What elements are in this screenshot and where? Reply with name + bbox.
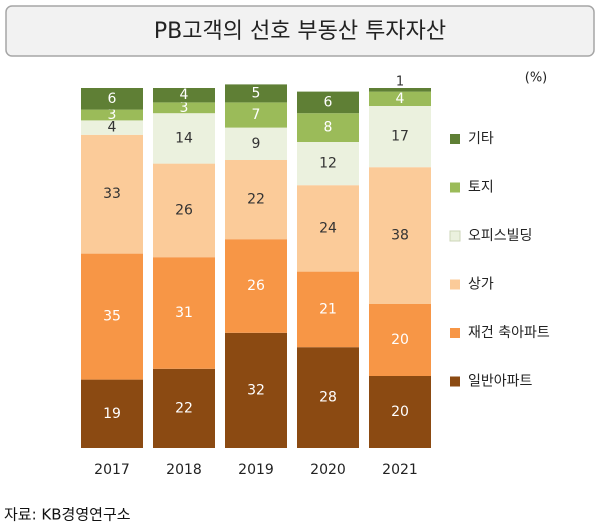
bar-segment	[81, 253, 143, 380]
bar-segment	[369, 91, 431, 106]
data-label: 1	[396, 75, 404, 90]
data-label: 22	[175, 400, 193, 416]
bar-segment	[81, 109, 143, 121]
data-label: 19	[103, 406, 121, 422]
legend-label: 기타	[468, 131, 494, 147]
x-tick-label: 2020	[310, 462, 346, 478]
bar-segment	[225, 160, 287, 240]
data-label: 6	[108, 91, 117, 107]
data-label: 33	[103, 186, 121, 202]
legend-swatch	[450, 279, 460, 290]
data-label: 14	[175, 130, 193, 146]
legend-label: 일반아파트	[468, 374, 533, 390]
legend-label: 토지	[468, 180, 494, 196]
bar-segment	[225, 332, 287, 448]
data-label: 3	[108, 107, 117, 123]
data-label: 26	[175, 202, 193, 218]
data-label: 32	[247, 382, 265, 398]
data-label: 20	[391, 404, 409, 420]
bar-segment	[369, 106, 431, 168]
bar-segment	[225, 84, 287, 103]
data-label: 24	[319, 220, 337, 236]
data-label: 8	[324, 120, 333, 136]
legend-swatch	[450, 134, 460, 144]
legend-label: 재건 축아파트	[468, 325, 550, 341]
bar-segment	[369, 167, 431, 304]
data-label: 5	[252, 85, 261, 101]
data-label: 26	[247, 278, 265, 294]
data-label: 9	[252, 136, 261, 152]
x-tick-label: 2021	[382, 462, 418, 478]
bar-segment	[369, 304, 431, 376]
bar-segment	[81, 134, 143, 254]
x-tick-label: 2019	[238, 462, 274, 478]
bar-segment	[153, 113, 215, 164]
bar-segment	[297, 142, 359, 186]
legend-swatch	[450, 376, 460, 387]
bar-segment	[153, 257, 215, 369]
bar-segment	[297, 91, 359, 114]
x-tick-label: 2018	[166, 462, 202, 478]
legend-label: 오피스빌딩	[468, 228, 532, 244]
data-label: 31	[175, 305, 193, 321]
data-label: 4	[108, 120, 117, 136]
bar-segment	[297, 271, 359, 348]
bar-segment	[81, 88, 143, 110]
legend-swatch	[449, 230, 461, 242]
legend-label: 상가	[468, 277, 494, 293]
bar-segment	[81, 120, 143, 135]
bar-segment	[153, 88, 215, 103]
data-label: 6	[324, 94, 333, 110]
bar-segment	[369, 88, 431, 92]
bar-segment	[225, 102, 287, 128]
data-label: 28	[319, 390, 337, 406]
data-label: 4	[180, 87, 189, 103]
title-box	[5, 5, 595, 57]
bar-segment	[153, 102, 215, 114]
data-label: 17	[391, 129, 409, 145]
data-label: 35	[103, 309, 121, 325]
bar-segment	[153, 368, 215, 448]
bar-segment	[225, 127, 287, 160]
bar-segment	[153, 163, 215, 258]
data-label: 20	[391, 332, 409, 348]
bar-segment	[297, 347, 359, 448]
data-label: 12	[319, 156, 337, 172]
bar-segment	[81, 379, 143, 448]
data-label: 22	[247, 192, 265, 208]
unit-label: (%)	[525, 71, 548, 86]
bar-segment	[369, 376, 431, 448]
chart-title: PB고객의 선호 부동산 투자자산	[154, 19, 446, 44]
source-note: 자료: KB경영연구소	[4, 506, 131, 524]
data-label: 21	[319, 301, 337, 317]
data-label: 3	[180, 100, 189, 116]
data-label: 7	[252, 107, 261, 123]
x-tick-label: 2017	[94, 462, 130, 478]
bar-segment	[297, 185, 359, 272]
legend-swatch	[450, 182, 460, 193]
bar-segment	[297, 113, 359, 142]
data-label: 4	[396, 91, 405, 107]
bar-segment	[225, 239, 287, 333]
data-label: 38	[391, 228, 409, 244]
legend-swatch	[450, 328, 460, 338]
